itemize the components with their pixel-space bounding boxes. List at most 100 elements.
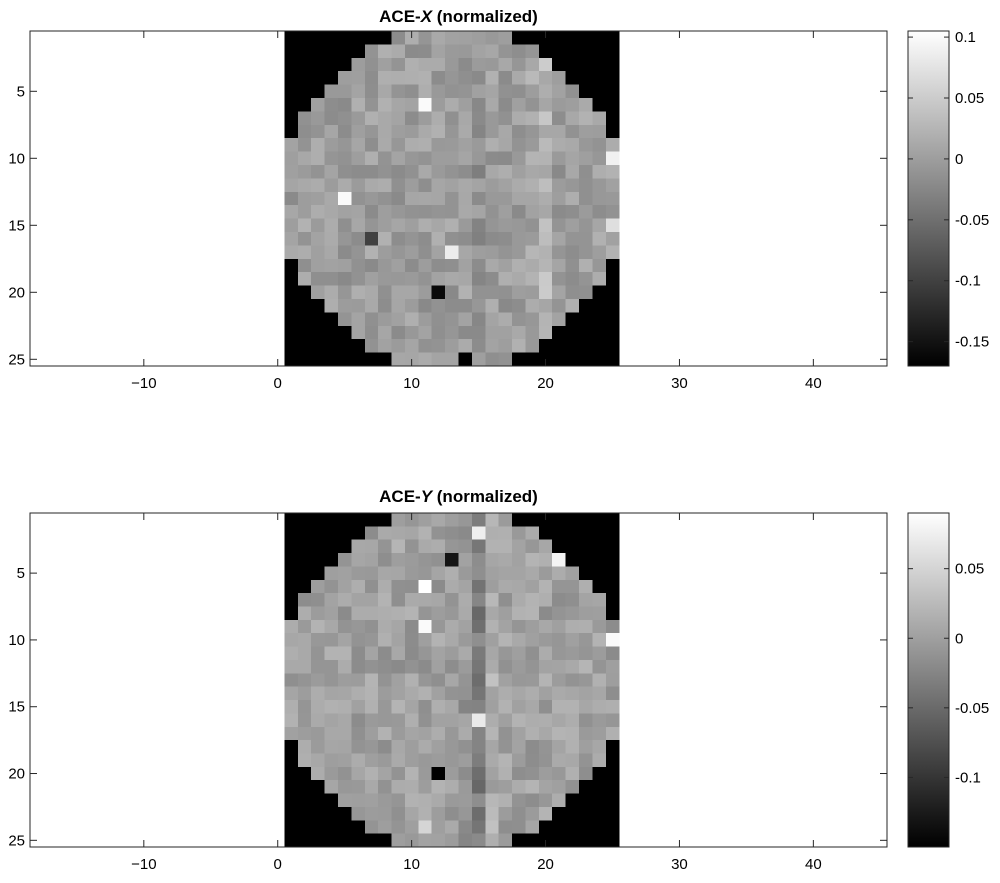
heatmap-cell [284, 686, 299, 701]
heatmap-cell [605, 285, 620, 300]
heatmap-cell [458, 165, 473, 179]
heatmap-cell [552, 98, 567, 112]
heatmap-cell [351, 191, 366, 206]
heatmap-cell [605, 700, 620, 714]
heatmap-cell [552, 245, 567, 260]
heatmap-cell [592, 766, 607, 781]
heatmap-cell [552, 84, 567, 99]
heatmap-cell [485, 780, 500, 794]
heatmap-cell [311, 780, 325, 794]
heatmap-cell [284, 111, 299, 126]
heatmap-cell [364, 806, 379, 821]
heatmap-cell [445, 659, 459, 674]
heatmap-cell [418, 258, 433, 273]
heatmap-cell [512, 31, 526, 45]
heatmap-cell [565, 513, 580, 527]
heatmap-cell [297, 686, 312, 701]
colorbar-tick-label: 0.05 [955, 90, 984, 107]
heatmap-cell [445, 579, 459, 594]
heatmap-cell [445, 325, 459, 340]
heatmap-cell [364, 272, 379, 286]
heatmap-cell [498, 686, 513, 701]
heatmap-cell [378, 780, 392, 794]
heatmap-cell [512, 553, 526, 567]
heatmap-cell [445, 352, 459, 367]
heatmap-cell [391, 539, 406, 554]
heatmap-cell [445, 593, 459, 607]
heatmap-cell [498, 740, 513, 754]
heatmap-cell [592, 793, 607, 808]
heatmap-cell [311, 833, 325, 848]
heatmap-cell [445, 566, 459, 581]
heatmap-cell [404, 553, 419, 567]
heatmap-cell [378, 285, 392, 300]
heatmap-cell [324, 793, 339, 808]
heatmap-cell [592, 339, 607, 353]
heatmap-cell [471, 553, 486, 567]
heatmap-cell [378, 806, 392, 821]
heatmap-cell [364, 780, 379, 794]
heatmap-cell [284, 700, 299, 714]
heatmap-cell [592, 151, 607, 166]
heatmap-cell [512, 753, 526, 768]
x-tick-label: −10 [131, 856, 156, 873]
heatmap-cell [485, 526, 500, 541]
heatmap-cell [391, 272, 406, 286]
heatmap-cell [525, 806, 540, 821]
heatmap-cell [364, 44, 379, 59]
heatmap-cell [364, 793, 379, 808]
heatmap-cell [579, 526, 593, 541]
heatmap-cell [404, 740, 419, 754]
heatmap-cell [579, 151, 593, 166]
heatmap-cell [552, 700, 567, 714]
heatmap-cell [324, 740, 339, 754]
heatmap-cell [525, 686, 540, 701]
heatmap-cell [485, 753, 500, 768]
heatmap-cell [418, 513, 433, 527]
heatmap-cell [605, 553, 620, 567]
heatmap-cell [525, 272, 540, 286]
heatmap-cell [458, 312, 473, 327]
heatmap-cell [592, 646, 607, 661]
heatmap-cell [458, 352, 473, 367]
heatmap-cell [297, 339, 312, 353]
heatmap-cell [471, 766, 486, 781]
heatmap-cell [592, 606, 607, 621]
heatmap-cell [579, 686, 593, 701]
heatmap-cell [391, 232, 406, 246]
heatmap-cell [579, 111, 593, 126]
heatmap-cell [525, 57, 540, 72]
x-tick-label: 10 [403, 375, 420, 392]
heatmap-cell [284, 619, 299, 634]
heatmap-cell [284, 793, 299, 808]
heatmap-cell [471, 593, 486, 607]
heatmap-cell [605, 352, 620, 367]
heatmap-cell [364, 646, 379, 661]
heatmap-cell [512, 165, 526, 179]
heatmap-cell [364, 71, 379, 85]
heatmap-cell [337, 312, 352, 327]
heatmap-cell [512, 138, 526, 152]
heatmap-cell [364, 84, 379, 99]
heatmap-cell [525, 31, 540, 45]
heatmap-cell [552, 285, 567, 300]
heatmap-cell [471, 780, 486, 794]
heatmap-cell [592, 165, 607, 179]
heatmap-cell [552, 151, 567, 166]
heatmap-cell [297, 833, 312, 848]
heatmap-cell [525, 820, 540, 835]
heatmap-cell [498, 352, 513, 367]
heatmap-cell [311, 659, 325, 674]
heatmap-cell [552, 312, 567, 327]
heatmap-cell [404, 232, 419, 246]
heatmap-cell [351, 766, 366, 781]
heatmap-cell [579, 713, 593, 728]
heatmap-cell [471, 84, 486, 99]
heatmap-cell [351, 526, 366, 541]
heatmap-cell [431, 539, 446, 554]
heatmap-cell [378, 646, 392, 661]
heatmap-cell [297, 553, 312, 567]
heatmap-cell [512, 526, 526, 541]
heatmap-cell [498, 619, 513, 634]
heatmap-cell [498, 566, 513, 581]
